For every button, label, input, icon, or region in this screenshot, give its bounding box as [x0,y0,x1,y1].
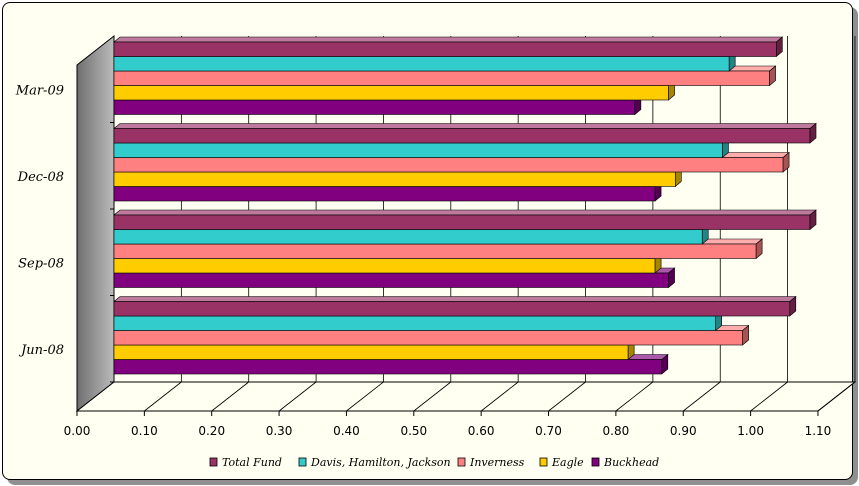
legend-label: Inverness [469,456,525,469]
bars [113,36,817,375]
y-tick-label: Jun-08 [18,343,64,358]
x-tick-label: 0.10 [131,424,158,438]
side-wall [76,34,115,413]
legend-swatch [457,457,466,467]
x-tick-label: 0.90 [670,424,697,438]
x-tick-label: 1.00 [737,424,764,438]
floor-gridline [278,381,317,412]
floor-gridline [144,381,182,412]
legend-swatch [298,457,307,467]
floor [75,381,857,412]
y-axis: Jun-08 Sep-08 Dec-08 Mar-09 [15,83,114,383]
legend-item: Davis, Hamilton, Jackson [298,456,451,469]
floor-gridline [211,381,249,412]
x-axis: 0.00 0.10 0.20 0.30 0.40 0.50 0.60 0.70 0.80 0.90… [64,410,832,438]
legend-swatch [209,457,218,467]
legend-label: Total Fund [222,456,282,469]
x-tick-label: 0.20 [198,424,225,438]
bar [113,36,784,58]
legend-item: Eagle [539,456,584,469]
floor-gridline [615,381,654,412]
bar [113,209,817,231]
legend-item: Buckhead [591,456,659,469]
y-tick-label: Mar-09 [15,83,64,98]
x-tick-label: 0.60 [468,424,495,438]
x-tick-label: 0.50 [400,424,427,438]
floor-gridline [750,381,788,412]
legend-item: Total Fund [209,456,282,469]
floor-gridline [413,381,452,412]
legend-label: Eagle [551,456,584,469]
legend-swatch [591,457,600,467]
floor-gridline [682,381,721,412]
floor-gridline [817,381,856,412]
floor-gridline [346,381,384,412]
y-tick-label: Dec-08 [17,170,64,185]
legend-label: Buckhead [603,456,659,469]
x-tick-label: 0.00 [64,424,91,438]
bar [113,122,817,144]
legend-item: Inverness [457,456,525,469]
x-tick-label: 0.80 [603,424,630,438]
bar [113,295,797,317]
chart-walls [75,34,857,413]
legend-label: Davis, Hamilton, Jackson [310,456,451,469]
floor-gridline [480,381,519,412]
floor-gridline [548,381,586,412]
y-tick-label: Sep-08 [18,256,64,271]
x-tick-label: 0.40 [333,424,360,438]
x-tick-label: 0.30 [266,424,293,438]
x-tick-label: 1.10 [805,424,832,438]
legend: Total Fund Davis, Hamilton, Jackson Invern… [209,456,659,469]
x-tick-label: 0.70 [535,424,562,438]
legend-swatch [539,457,548,467]
